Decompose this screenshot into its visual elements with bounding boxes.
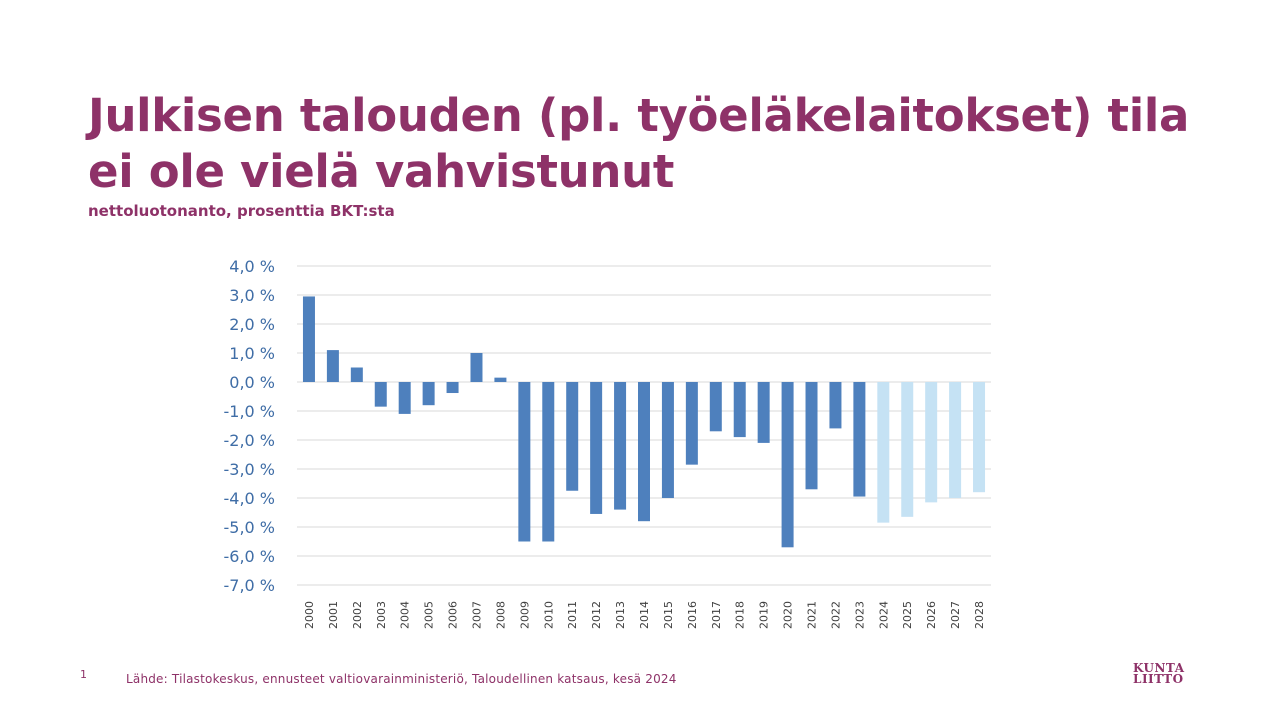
x-tick-label: 2000: [303, 601, 316, 629]
bar-2001: [326, 350, 339, 382]
bar-2012: [590, 382, 603, 514]
x-tick-label: 2024: [877, 601, 890, 629]
x-tick-label: 2004: [399, 601, 412, 629]
bar-2024: [877, 382, 890, 523]
bar-2028: [973, 382, 986, 493]
net-lending-bar-chart: 4,0 % 3,0 % 2,0 % 1,0 % 0,0 % -1,0 % -2,0 % -3,…: [223, 257, 991, 629]
y-tick-label: -2,0 %: [223, 431, 275, 450]
bar-2009: [518, 382, 531, 542]
y-tick-label: 4,0 %: [229, 257, 275, 276]
kuntaliitto-logo: KUNTA LIITTO: [1133, 661, 1203, 686]
page-number: 1: [80, 668, 87, 681]
x-tick-label: 2003: [375, 601, 388, 629]
bar-2027: [949, 382, 962, 498]
x-tick-label: 2027: [949, 601, 962, 629]
x-tick-label: 2019: [758, 601, 771, 629]
y-tick-label: 0,0 %: [229, 373, 275, 392]
bar-2002: [350, 367, 363, 382]
source-note: Lähde: Tilastokeskus, ennusteet valtiova…: [126, 672, 677, 686]
bar-2003: [374, 382, 387, 407]
bar-2013: [614, 382, 627, 510]
bar-2020: [781, 382, 794, 548]
gridlines: [297, 265, 991, 586]
x-tick-label: 2018: [734, 601, 747, 629]
bars: [302, 296, 986, 548]
x-tick-label: 2017: [710, 601, 723, 629]
x-tick-label: 2005: [423, 601, 436, 629]
x-tick-label: 2009: [518, 601, 531, 629]
bar-2018: [733, 382, 746, 438]
x-tick-label: 2011: [566, 601, 579, 629]
bar-2019: [757, 382, 770, 443]
bar-2004: [398, 382, 411, 414]
bar-2008: [494, 377, 507, 382]
bar-2021: [805, 382, 818, 490]
bar-2006: [446, 382, 459, 394]
logo-line-2: LIITTO: [1133, 672, 1184, 686]
x-tick-label: 2002: [351, 601, 364, 629]
y-axis-tick-labels: 4,0 % 3,0 % 2,0 % 1,0 % 0,0 % -1,0 % -2,0 % -3,…: [223, 257, 275, 595]
x-tick-label: 2008: [494, 601, 507, 629]
slide-title: Julkisen talouden (pl. työeläkelaitokset…: [88, 89, 1190, 198]
bar-2022: [829, 382, 842, 429]
x-tick-label: 2010: [542, 601, 555, 629]
bar-2025: [901, 382, 914, 517]
bar-2007: [470, 353, 483, 382]
bar-2015: [661, 382, 674, 498]
bar-2014: [638, 382, 650, 522]
x-tick-label: 2006: [447, 601, 460, 629]
y-tick-label: 3,0 %: [229, 286, 275, 305]
x-tick-label: 2025: [901, 601, 914, 629]
x-tick-label: 2023: [853, 601, 866, 629]
bar-2016: [685, 382, 698, 465]
bar-2023: [853, 382, 866, 497]
y-tick-label: -7,0 %: [223, 576, 275, 595]
logo-line-1: KUNTA: [1133, 661, 1185, 675]
x-tick-label: 2014: [638, 601, 651, 629]
x-tick-label: 2015: [662, 601, 675, 629]
bar-2017: [709, 382, 722, 432]
y-tick-label: -5,0 %: [223, 518, 275, 537]
bar-2026: [925, 382, 938, 503]
x-tick-label: 2013: [614, 601, 627, 629]
y-tick-label: 2,0 %: [229, 315, 275, 334]
y-tick-label: -1,0 %: [223, 402, 275, 421]
y-tick-label: -4,0 %: [223, 489, 275, 508]
x-tick-label: 2021: [806, 601, 819, 629]
x-tick-label: 2016: [686, 601, 699, 629]
x-tick-label: 2012: [590, 601, 603, 629]
x-tick-label: 2020: [782, 601, 795, 629]
bar-2010: [542, 382, 555, 542]
bar-2011: [566, 382, 579, 491]
x-tick-label: 2022: [829, 601, 842, 629]
x-tick-label: 2026: [925, 601, 938, 629]
x-tick-label: 2007: [470, 601, 483, 629]
x-axis-tick-labels: 2000 2001 2002 2003 2004 2005 2006 2007 2008 2009…: [303, 601, 986, 629]
y-tick-label: -3,0 %: [223, 460, 275, 479]
bar-2000: [302, 296, 315, 382]
y-tick-label: -6,0 %: [223, 547, 275, 566]
x-tick-label: 2001: [327, 601, 340, 629]
y-tick-label: 1,0 %: [229, 344, 275, 363]
x-tick-label: 2028: [973, 601, 986, 629]
chart-subtitle: nettoluotonanto, prosenttia BKT:sta: [88, 202, 395, 220]
bar-2005: [422, 382, 435, 406]
